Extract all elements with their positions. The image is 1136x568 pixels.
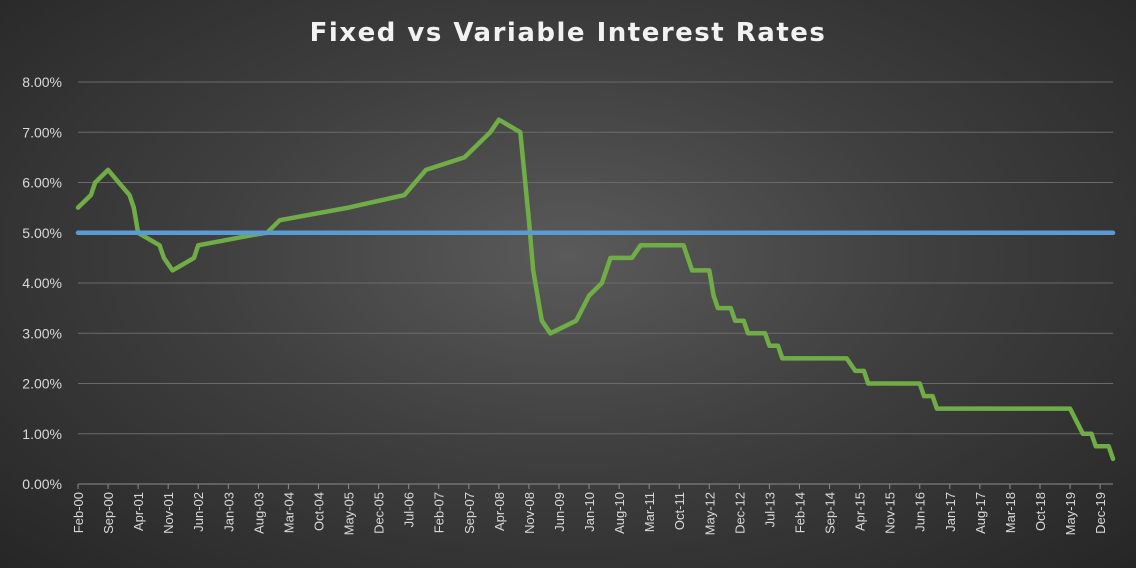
x-tick-label: Sep-00 xyxy=(101,492,116,534)
x-tick-label: Jul-06 xyxy=(402,492,417,527)
x-tick-label: Apr-01 xyxy=(131,492,146,531)
x-tick-label: May-12 xyxy=(702,492,717,535)
x-tick-label: Dec-19 xyxy=(1093,492,1108,534)
y-tick-label: 8.00% xyxy=(22,74,62,90)
x-tick-label: Nov-08 xyxy=(522,492,537,534)
x-tick-label: Jul-13 xyxy=(762,492,777,527)
x-tick-label: Mar-18 xyxy=(1003,492,1018,533)
y-tick-label: 7.00% xyxy=(22,124,62,140)
x-tick-label: Apr-15 xyxy=(853,492,868,531)
x-tick-label: Jun-02 xyxy=(191,492,206,532)
x-tick-label: Nov-01 xyxy=(161,492,176,534)
y-tick-label: 3.00% xyxy=(22,325,62,341)
y-tick-label: 1.00% xyxy=(22,426,62,442)
x-tick-label: Jan-17 xyxy=(943,492,958,532)
x-tick-label: Aug-10 xyxy=(612,492,627,534)
y-tick-label: 5.00% xyxy=(22,225,62,241)
x-tick-label: Mar-11 xyxy=(642,492,657,532)
x-tick-label: May-19 xyxy=(1063,492,1078,535)
x-tick-label: May-05 xyxy=(342,492,357,535)
x-tick-label: Jan-03 xyxy=(221,492,236,532)
x-tick-label: Feb-14 xyxy=(792,492,807,533)
x-tick-label: Oct-11 xyxy=(672,492,687,530)
x-tick-label: Mar-04 xyxy=(281,492,296,533)
x-tick-label: Sep-14 xyxy=(823,492,838,534)
x-tick-label: Nov-15 xyxy=(883,492,898,534)
y-tick-label: 0.00% xyxy=(22,476,62,492)
x-tick-label: Oct-18 xyxy=(1033,492,1048,531)
x-tick-label: Jun-16 xyxy=(913,492,928,532)
x-tick-label: Sep-07 xyxy=(462,492,477,534)
y-tick-label: 2.00% xyxy=(22,376,62,392)
x-tick-label: Feb-00 xyxy=(71,492,86,533)
x-tick-label: Aug-03 xyxy=(251,492,266,534)
x-tick-label: Apr-08 xyxy=(492,492,507,531)
x-tick-label: Dec-12 xyxy=(732,492,747,534)
x-tick-label: Jun-09 xyxy=(552,492,567,532)
x-tick-label: Oct-04 xyxy=(311,492,326,531)
y-tick-label: 4.00% xyxy=(22,275,62,291)
chart-title: Fixed vs Variable Interest Rates xyxy=(309,18,827,48)
x-tick-label: Feb-07 xyxy=(432,492,447,533)
x-tick-label: Dec-05 xyxy=(372,492,387,534)
x-tick-label: Aug-17 xyxy=(973,492,988,534)
y-tick-label: 6.00% xyxy=(22,175,62,191)
x-tick-label: Jan-10 xyxy=(582,492,597,532)
variable-rate-line xyxy=(75,117,1116,462)
